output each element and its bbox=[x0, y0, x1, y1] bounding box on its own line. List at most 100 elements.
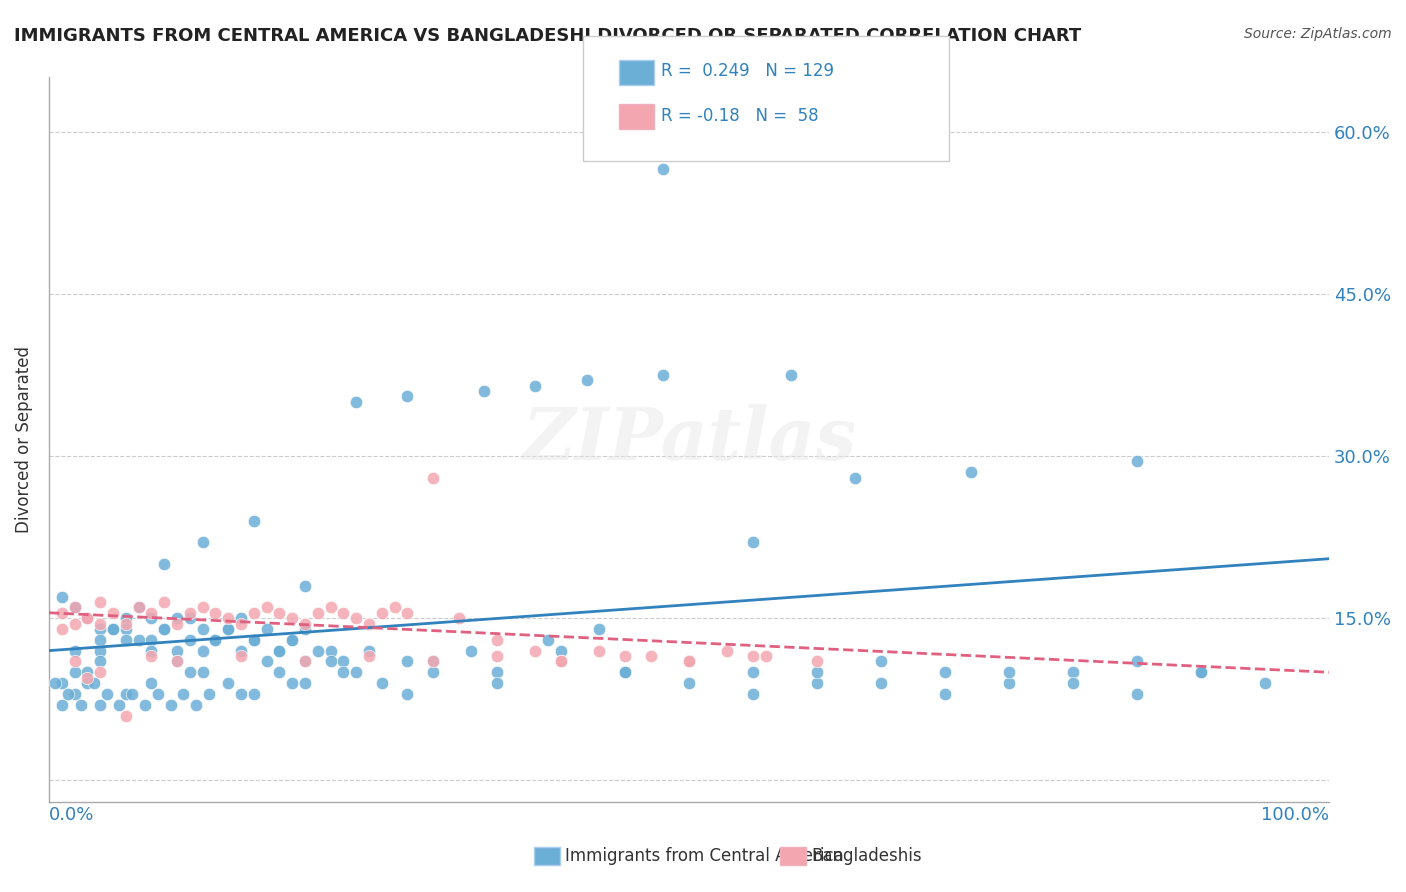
Point bbox=[870, 655, 893, 669]
Point bbox=[256, 655, 278, 669]
Point bbox=[678, 655, 700, 669]
Point bbox=[550, 655, 572, 669]
Point bbox=[204, 632, 226, 647]
Point bbox=[588, 643, 610, 657]
Point bbox=[83, 676, 105, 690]
Point bbox=[281, 632, 304, 647]
Point bbox=[269, 665, 291, 680]
Point bbox=[44, 676, 66, 690]
Point bbox=[742, 687, 765, 701]
Point bbox=[141, 611, 163, 625]
Point bbox=[396, 655, 419, 669]
Point bbox=[755, 648, 778, 663]
Text: Source: ZipAtlas.com: Source: ZipAtlas.com bbox=[1244, 27, 1392, 41]
Point bbox=[166, 655, 188, 669]
Point bbox=[870, 676, 893, 690]
Point bbox=[614, 665, 637, 680]
Point bbox=[678, 676, 700, 690]
Point bbox=[269, 643, 291, 657]
Point bbox=[998, 676, 1021, 690]
Point bbox=[76, 665, 98, 680]
Point bbox=[344, 611, 367, 625]
Point bbox=[141, 648, 163, 663]
Point bbox=[1189, 665, 1212, 680]
Point bbox=[485, 665, 508, 680]
Point bbox=[114, 616, 136, 631]
Point bbox=[319, 600, 342, 615]
Point bbox=[332, 655, 354, 669]
Point bbox=[204, 632, 226, 647]
Point bbox=[114, 622, 136, 636]
Point bbox=[56, 687, 79, 701]
Point bbox=[89, 595, 111, 609]
Point bbox=[357, 648, 380, 663]
Point bbox=[229, 687, 252, 701]
Point bbox=[640, 648, 662, 663]
Point bbox=[63, 616, 86, 631]
Point bbox=[344, 665, 367, 680]
Point bbox=[294, 622, 316, 636]
Point bbox=[186, 698, 208, 712]
Point bbox=[332, 606, 354, 620]
Point bbox=[294, 579, 316, 593]
Point bbox=[76, 611, 98, 625]
Point bbox=[153, 622, 176, 636]
Point bbox=[742, 648, 765, 663]
Point bbox=[742, 665, 765, 680]
Point bbox=[294, 676, 316, 690]
Point bbox=[179, 611, 201, 625]
Point bbox=[89, 622, 111, 636]
Point bbox=[128, 600, 150, 615]
Point bbox=[217, 676, 239, 690]
Point bbox=[114, 611, 136, 625]
Point bbox=[652, 162, 675, 177]
Point bbox=[229, 616, 252, 631]
Point bbox=[128, 632, 150, 647]
Point bbox=[89, 655, 111, 669]
Point bbox=[460, 643, 482, 657]
Point bbox=[550, 655, 572, 669]
Point bbox=[63, 643, 86, 657]
Point bbox=[108, 698, 131, 712]
Point bbox=[89, 616, 111, 631]
Point bbox=[63, 600, 86, 615]
Point bbox=[588, 622, 610, 636]
Point bbox=[357, 643, 380, 657]
Point bbox=[242, 632, 264, 647]
Point bbox=[141, 676, 163, 690]
Point bbox=[307, 643, 329, 657]
Point bbox=[76, 676, 98, 690]
Point bbox=[229, 611, 252, 625]
Point bbox=[89, 643, 111, 657]
Point bbox=[307, 606, 329, 620]
Point bbox=[191, 600, 214, 615]
Point bbox=[76, 671, 98, 685]
Point bbox=[371, 606, 394, 620]
Point bbox=[114, 632, 136, 647]
Point bbox=[76, 611, 98, 625]
Point bbox=[166, 655, 188, 669]
Point bbox=[485, 632, 508, 647]
Point bbox=[242, 687, 264, 701]
Point bbox=[806, 676, 828, 690]
Point bbox=[550, 643, 572, 657]
Point bbox=[537, 632, 560, 647]
Y-axis label: Divorced or Separated: Divorced or Separated bbox=[15, 346, 32, 533]
Point bbox=[269, 606, 291, 620]
Point bbox=[70, 698, 93, 712]
Point bbox=[1062, 665, 1084, 680]
Point bbox=[357, 616, 380, 631]
Point bbox=[179, 665, 201, 680]
Point bbox=[101, 606, 124, 620]
Point bbox=[1126, 687, 1149, 701]
Point bbox=[485, 648, 508, 663]
Point bbox=[371, 676, 394, 690]
Point bbox=[524, 378, 547, 392]
Point bbox=[76, 611, 98, 625]
Point bbox=[344, 395, 367, 409]
Point bbox=[141, 632, 163, 647]
Point bbox=[198, 687, 221, 701]
Point bbox=[998, 665, 1021, 680]
Point bbox=[229, 643, 252, 657]
Point bbox=[166, 643, 188, 657]
